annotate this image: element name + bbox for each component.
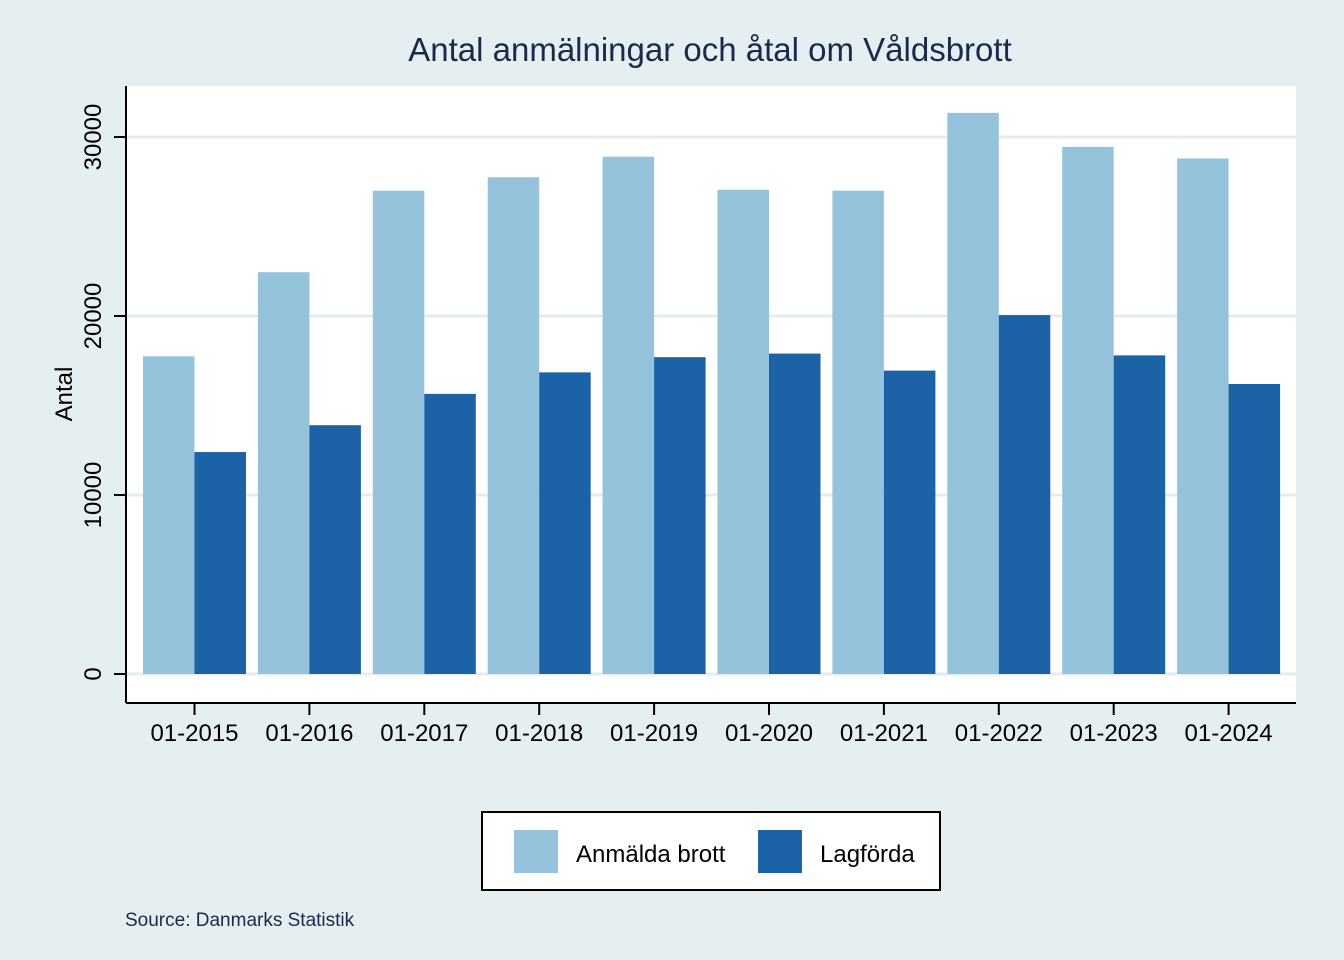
- bar-lagforda-01-2022: [998, 315, 1051, 674]
- source-note: Source: Danmarks Statistik: [125, 910, 355, 931]
- bar-anmalda-01-2015: [143, 356, 195, 674]
- bar-lagforda-01-2021: [883, 370, 936, 674]
- legend: Anmälda brott Lagförda: [481, 811, 941, 891]
- legend-box: [481, 811, 941, 891]
- bars: [143, 112, 1281, 675]
- bar-lagforda-01-2017: [424, 393, 476, 674]
- bar-anmalda-01-2022: [947, 112, 999, 674]
- x-tick-label: 01-2016: [265, 720, 353, 747]
- bar-anmalda-01-2018: [487, 177, 540, 674]
- bar-lagforda-01-2019: [654, 357, 706, 674]
- legend-label-lagforda: Lagförda: [820, 841, 915, 868]
- y-axis-label: Antal: [51, 367, 78, 422]
- legend-swatch-lagforda: [758, 830, 802, 873]
- bar-anmalda-01-2020: [717, 189, 769, 674]
- x-axis: 01-2015 01-2016 01-2017 01-2018 01-2019 01-20…: [150, 703, 1273, 747]
- x-tick-label: 01-2018: [495, 720, 583, 747]
- legend-label-anmalda: Anmälda brott: [576, 841, 726, 868]
- bar-anmalda-01-2017: [372, 190, 425, 674]
- bar-lagforda-01-2015: [194, 452, 246, 674]
- bar-anmalda-01-2023: [1062, 146, 1114, 675]
- bar-lagforda-01-2020: [769, 353, 821, 674]
- x-tick-label: 01-2022: [955, 720, 1043, 747]
- bar-anmalda-01-2021: [832, 190, 884, 674]
- x-tick-label: 01-2015: [150, 720, 238, 747]
- x-tick-label: 01-2017: [380, 720, 468, 747]
- x-tick-label: 01-2024: [1185, 720, 1273, 747]
- chart-title: Antal anmälningar och åtal om Våldsbrott: [408, 31, 1012, 68]
- x-tick-label: 01-2020: [725, 720, 813, 747]
- x-tick-label: 01-2023: [1070, 720, 1158, 747]
- bar-anmalda-01-2024: [1177, 158, 1229, 675]
- y-axis: 0 10000 20000 30000: [80, 104, 126, 681]
- bar-lagforda-01-2018: [539, 372, 591, 674]
- y-tick-label: 10000: [80, 462, 107, 529]
- x-tick-label: 01-2021: [840, 720, 928, 747]
- bar-anmalda-01-2016: [257, 272, 310, 674]
- bar-lagforda-01-2016: [309, 425, 361, 674]
- y-tick-label: 0: [80, 667, 107, 680]
- legend-swatch-anmalda: [514, 830, 558, 873]
- y-tick-label: 20000: [80, 283, 107, 350]
- y-tick-label: 30000: [80, 104, 107, 171]
- x-tick-label: 01-2019: [610, 720, 698, 747]
- bar-lagforda-01-2024: [1228, 384, 1281, 674]
- bar-lagforda-01-2023: [1113, 355, 1166, 674]
- bar-anmalda-01-2019: [602, 156, 655, 674]
